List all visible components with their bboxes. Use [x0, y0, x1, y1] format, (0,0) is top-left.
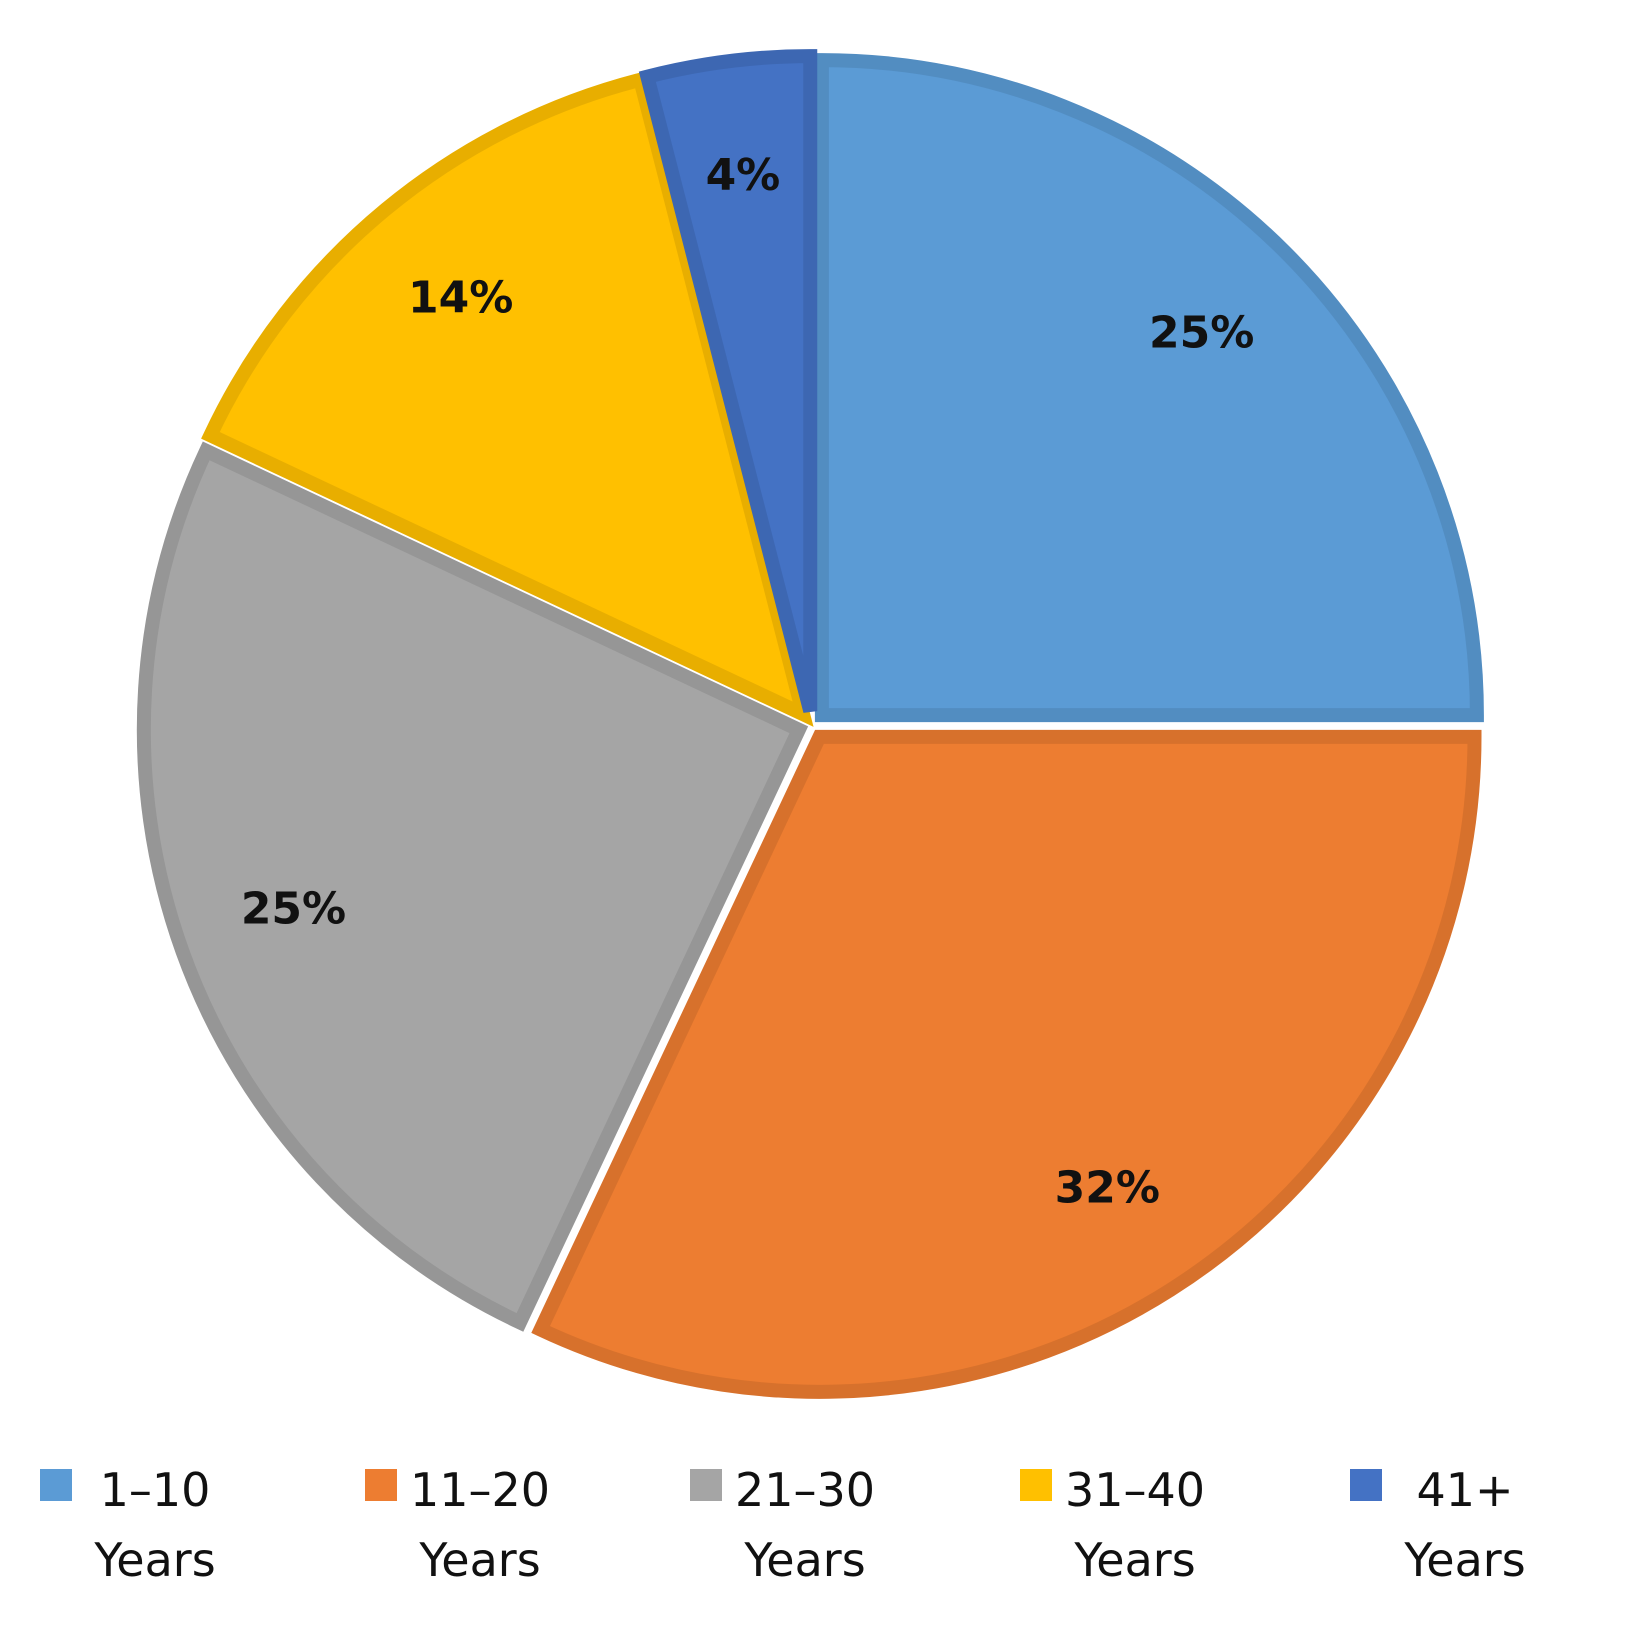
slice-border: [814, 53, 1484, 723]
pie-slice: [638, 49, 818, 713]
pie-slice: [136, 441, 809, 1332]
legend-label: 1–10 Years: [94, 1463, 216, 1587]
slice-border: [638, 49, 818, 713]
legend-label: 31–40 Years: [1064, 1463, 1206, 1587]
legend-label: 21–30 Years: [734, 1463, 876, 1587]
data-label: 25%: [241, 884, 346, 935]
chart: 25% 32% 25% 14% 4%: [136, 49, 1484, 1399]
data-label: 32%: [1055, 1162, 1160, 1213]
legend-item: 11–20 Years: [365, 1455, 555, 1595]
pie-slice: [531, 729, 1482, 1399]
legend-label: 11–20 Years: [409, 1463, 551, 1587]
legend-swatch: [1350, 1469, 1382, 1501]
legend-item: 41+ Years: [1350, 1455, 1540, 1595]
legend-item: 31–40 Years: [1020, 1455, 1210, 1595]
slice-border: [201, 71, 814, 727]
data-label: 14%: [408, 272, 513, 323]
slice-border: [531, 729, 1482, 1399]
legend-swatch: [40, 1469, 72, 1501]
pie-slice: [814, 53, 1484, 723]
legend-item: 21–30 Years: [690, 1455, 880, 1595]
legend-label: 41+ Years: [1404, 1463, 1526, 1587]
legend-swatch: [1020, 1469, 1052, 1501]
data-label: 4%: [706, 150, 781, 201]
data-label: 25%: [1149, 307, 1254, 358]
pie-slice: [201, 71, 814, 727]
legend-item: 1–10 Years: [40, 1455, 230, 1595]
legend-swatch: [365, 1469, 397, 1501]
legend-swatch: [690, 1469, 722, 1501]
slice-border: [136, 441, 809, 1332]
legend: 1–10 Years 11–20 Years 21–30 Years 31–40 Ye…: [0, 1455, 1634, 1587]
